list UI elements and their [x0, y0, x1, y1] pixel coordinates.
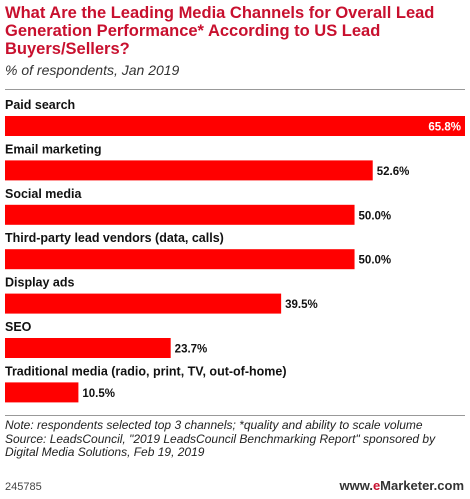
note-text: Note: respondents selected top 3 channel… [5, 418, 423, 432]
bar-traditional-media-radio-print-tv-out-of-home [5, 382, 79, 403]
value-label-social-media: 50.0% [359, 210, 392, 222]
category-label-paid-search: Paid search [5, 98, 75, 112]
brand-logo: www.eMarketer.com [339, 478, 464, 493]
value-label-third-party-lead-vendors-data-calls: 50.0% [359, 255, 392, 267]
header-divider [5, 89, 465, 90]
chart-title: What Are the Leading Media Channels for … [5, 4, 435, 58]
value-label-paid-search: 65.8% [428, 122, 461, 134]
chart-notes: Note: respondents selected top 3 channel… [5, 418, 460, 460]
bar-email-marketing [5, 160, 373, 181]
bar-third-party-lead-vendors-data-calls [5, 249, 355, 270]
category-label-third-party-lead-vendors-data-calls: Third-party lead vendors (data, calls) [5, 231, 224, 245]
value-label-seo: 23.7% [175, 344, 208, 356]
value-label-email-marketing: 52.6% [377, 166, 410, 178]
bar-seo [5, 338, 171, 358]
category-label-seo: SEO [5, 320, 32, 334]
chart-id: 245785 [5, 481, 42, 493]
chart-subtitle: % of respondents, Jan 2019 [5, 62, 180, 78]
category-label-social-media: Social media [5, 187, 82, 201]
bar-paid-search [5, 116, 465, 136]
category-label-email-marketing: Email marketing [5, 142, 102, 156]
category-label-display-ads: Display ads [5, 276, 75, 290]
source-text: Source: LeadsCouncil, "2019 LeadsCouncil… [5, 431, 436, 459]
value-label-traditional-media-radio-print-tv-out-of-home: 10.5% [82, 388, 115, 400]
bar-social-media [5, 204, 355, 225]
footer-divider [5, 415, 465, 416]
value-label-display-ads: 39.5% [285, 299, 318, 311]
category-label-traditional-media-radio-print-tv-out-of-home: Traditional media (radio, print, TV, out… [5, 364, 287, 378]
bar-chart: Paid search 65.8% Email marketing 52.6% Soci… [5, 98, 465, 403]
bar-display-ads [5, 293, 282, 314]
